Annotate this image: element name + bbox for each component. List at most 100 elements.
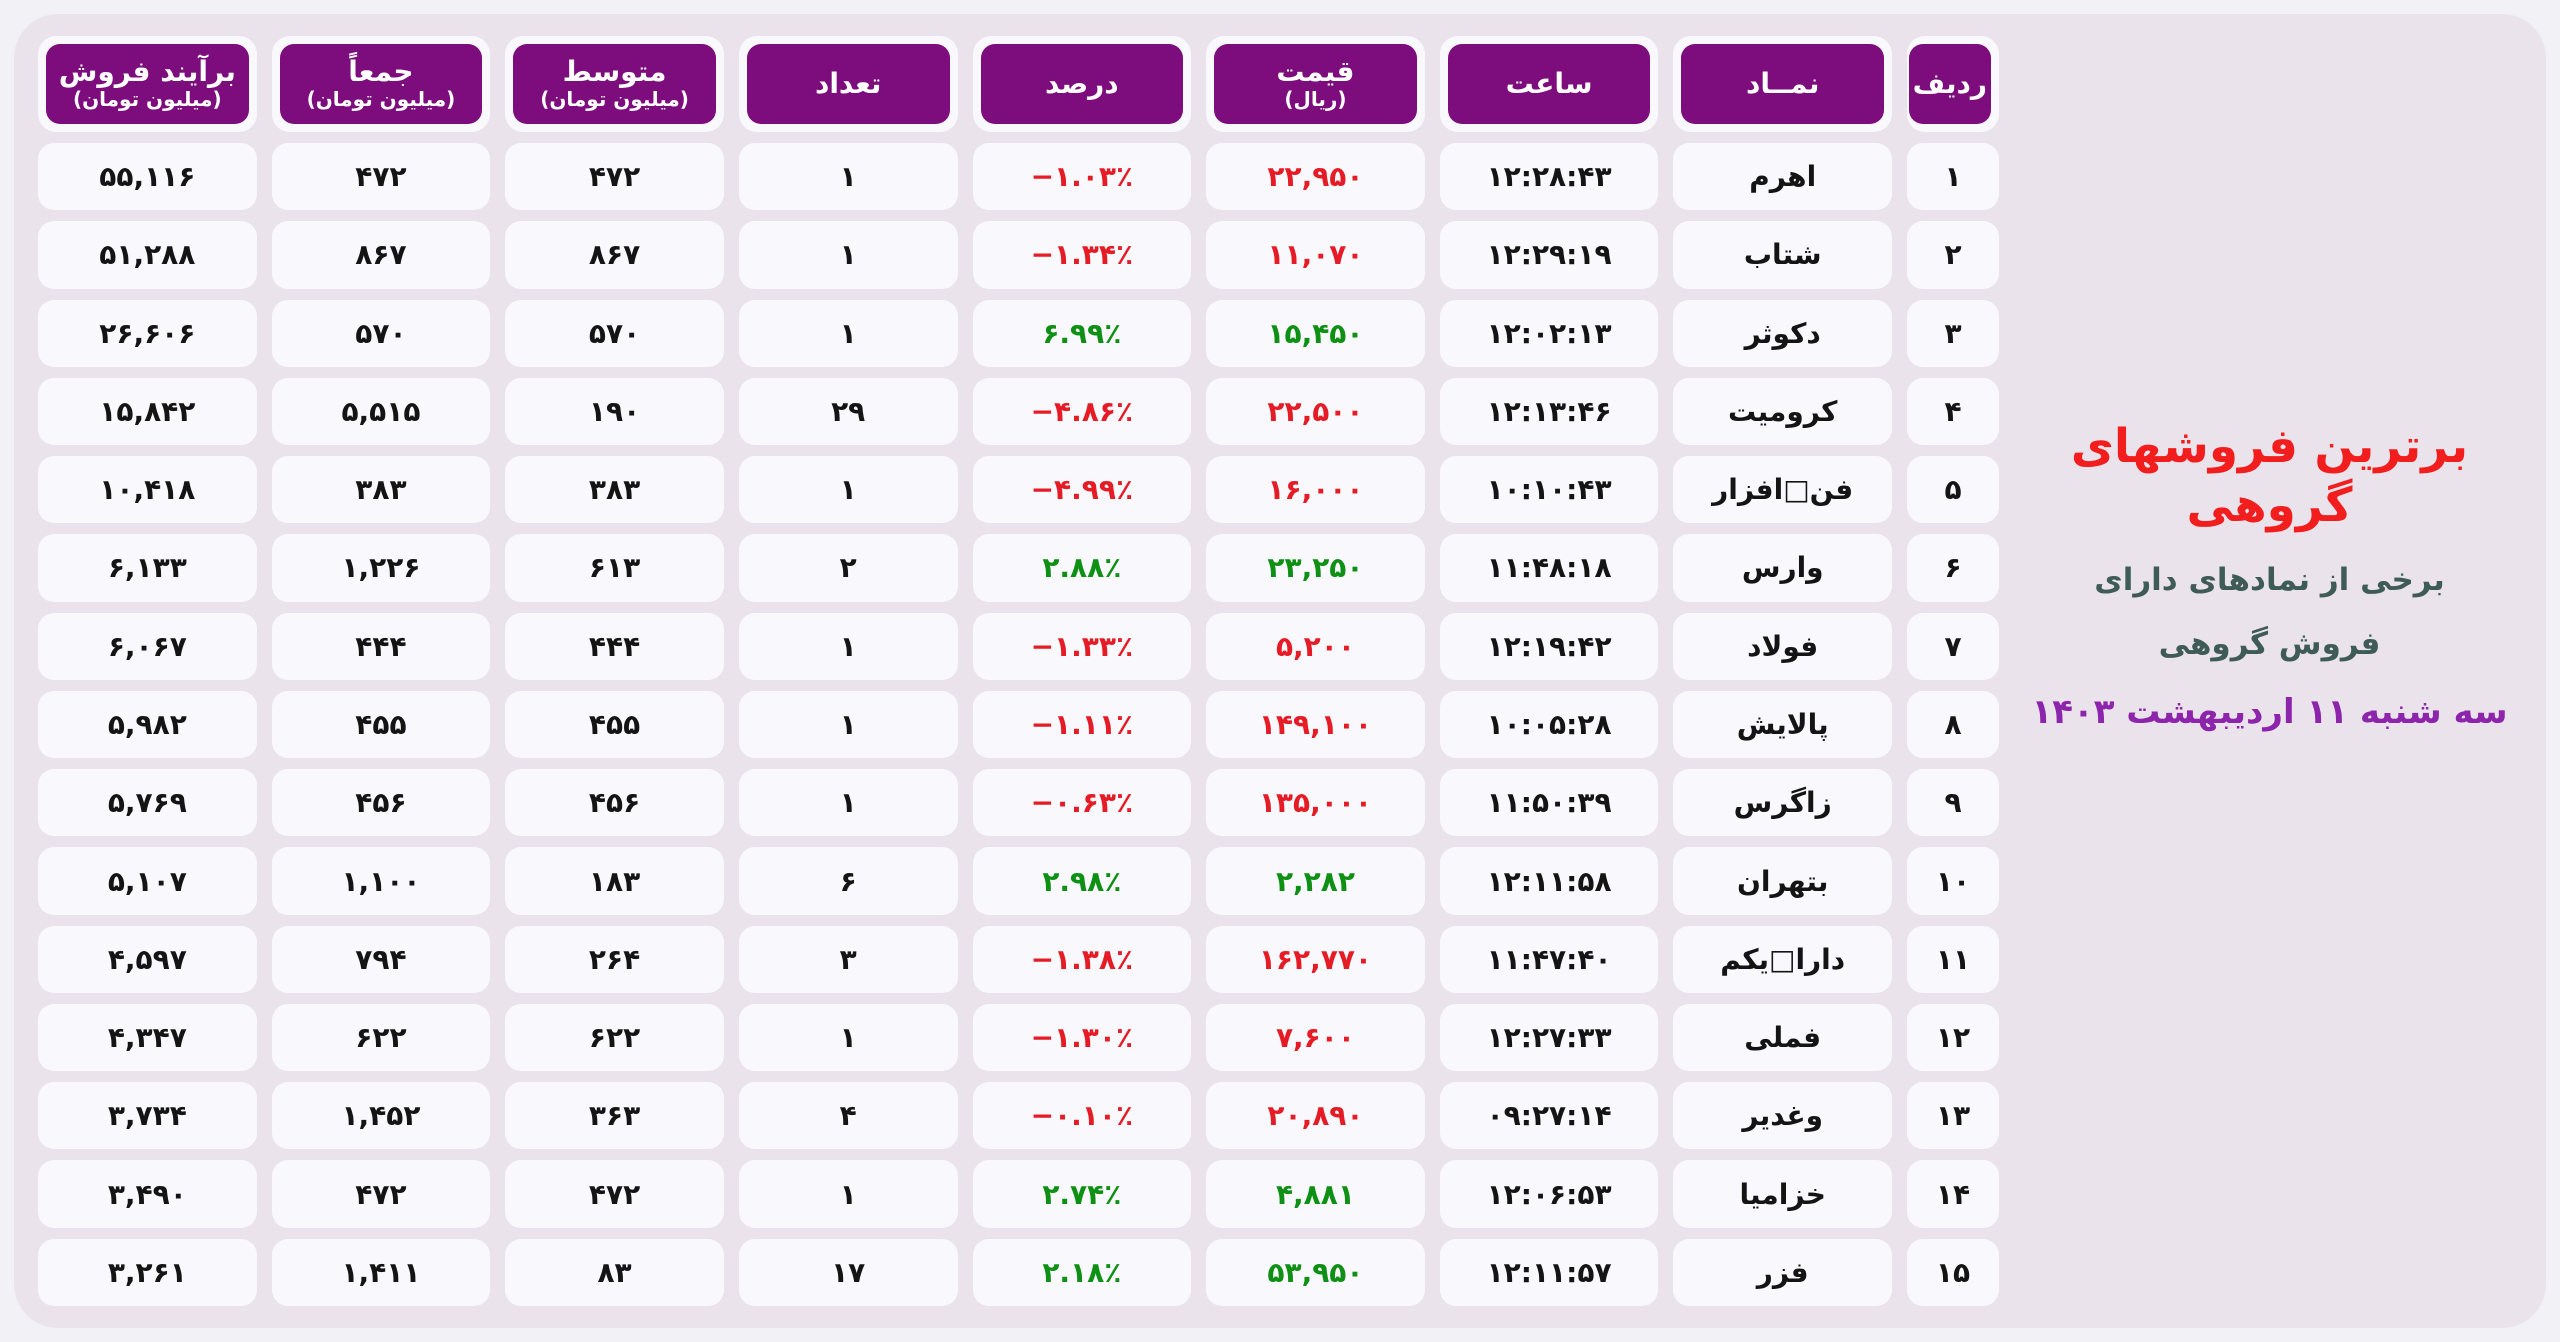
avg-cell: ۱۸۳ xyxy=(505,847,724,915)
price-value: ۵۳,۹۵۰ xyxy=(1267,1255,1364,1289)
rank-cell: ۶ xyxy=(1907,534,1999,602)
rank-cell: ۱۰ xyxy=(1907,847,1999,915)
count-value: ۱ xyxy=(839,1021,857,1055)
price-value: ۲۰,۸۹۰ xyxy=(1267,1099,1364,1133)
rank-value: ۲ xyxy=(1944,238,1962,272)
title-block: برترین فروشهای گروهی برخی از نمادهای دار… xyxy=(2017,36,2522,1306)
total-value: ۴۵۶ xyxy=(355,786,407,820)
percent-value: −۱.۱۱٪ xyxy=(1030,707,1134,741)
net-value: ۱۰,۴۱۸ xyxy=(99,473,196,507)
price-value: ۱۴۹,۱۰۰ xyxy=(1258,707,1373,741)
time-cell: ۱۱:۴۸:۱۸ xyxy=(1439,534,1659,602)
percent-value: ۲.۱۸٪ xyxy=(1042,1255,1122,1289)
header-label: درصد xyxy=(1044,66,1119,100)
percent-cell: ۲.۱۸٪ xyxy=(972,1238,1192,1306)
percent-cell: −۴.۸۶٪ xyxy=(972,377,1192,446)
percent-cell: −۱.۳۳٪ xyxy=(972,612,1192,680)
time-cell: ۱۲:۱۱:۵۷ xyxy=(1439,1238,1659,1306)
header-label: نمــاد xyxy=(1746,66,1820,100)
total-cell: ۱,۴۱۱ xyxy=(271,1238,491,1306)
time-cell: ۰۹:۲۷:۱۴ xyxy=(1439,1082,1659,1150)
count-cell: ۱ xyxy=(738,612,958,680)
net-value: ۲۶,۶۰۶ xyxy=(99,316,196,350)
percent-value: ۲.۷۴٪ xyxy=(1042,1177,1122,1211)
avg-cell: ۶۱۳ xyxy=(505,534,724,602)
net-cell: ۵۱,۲۸۸ xyxy=(38,221,257,289)
time-value: ۱۰:۰۵:۲۸ xyxy=(1486,707,1612,741)
price-value: ۲۲,۵۰۰ xyxy=(1267,394,1364,428)
percent-cell: −۱.۱۱٪ xyxy=(972,690,1192,759)
avg-cell: ۴۷۲ xyxy=(505,143,724,211)
avg-value: ۲۶۴ xyxy=(588,942,641,976)
subtitle-line-1: برخی از نمادهای دارای xyxy=(2094,561,2445,598)
price-cell: ۱۱,۰۷۰ xyxy=(1206,221,1425,289)
symbol-value: اهرم xyxy=(1749,160,1817,194)
symbol-value: دکوثر xyxy=(1744,316,1821,350)
symbol-cell: خزامیا xyxy=(1673,1160,1892,1228)
time-value: ۱۰:۱۰:۴۳ xyxy=(1486,473,1612,507)
header-cell-rank: ردیف xyxy=(1907,36,1999,132)
avg-cell: ۳۸۳ xyxy=(505,456,724,524)
price-cell: ۲۲,۵۰۰ xyxy=(1206,377,1425,446)
header-box-price: قیمت (ریال) xyxy=(1214,44,1417,124)
net-value: ۵,۷۶۹ xyxy=(107,786,187,820)
avg-value: ۱۸۳ xyxy=(588,864,641,898)
header-box-time: ساعت xyxy=(1447,44,1651,124)
symbol-value: فن□افزار xyxy=(1712,473,1854,507)
total-cell: ۴۷۲ xyxy=(271,1160,491,1228)
symbol-cell: بتهران xyxy=(1673,847,1892,915)
time-cell: ۱۲:۱۳:۴۶ xyxy=(1439,377,1659,446)
symbol-value: فزر xyxy=(1756,1255,1809,1289)
rank-value: ۷ xyxy=(1944,629,1962,663)
total-cell: ۵,۵۱۵ xyxy=(271,377,491,446)
net-value: ۶,۰۶۷ xyxy=(107,629,187,663)
avg-value: ۸۳ xyxy=(597,1255,632,1289)
symbol-cell: شتاب xyxy=(1673,221,1892,289)
total-value: ۴۵۵ xyxy=(355,707,407,741)
total-cell: ۱,۱۰۰ xyxy=(271,847,491,915)
time-value: ۱۲:۰۶:۵۳ xyxy=(1486,1177,1612,1211)
net-value: ۳,۷۳۴ xyxy=(107,1099,187,1133)
avg-cell: ۸۳ xyxy=(505,1238,724,1306)
rank-cell: ۳ xyxy=(1907,299,1999,367)
header-label: ردیف xyxy=(1912,66,1987,100)
time-value: ۱۱:۴۷:۴۰ xyxy=(1486,942,1612,976)
time-cell: ۱۲:۲۷:۳۳ xyxy=(1439,1003,1659,1072)
total-cell: ۴۵۶ xyxy=(271,769,491,837)
symbol-value: پالایش xyxy=(1736,707,1829,741)
time-value: ۱۱:۴۸:۱۸ xyxy=(1486,551,1612,585)
price-cell: ۲۰,۸۹۰ xyxy=(1206,1082,1425,1150)
price-cell: ۱۶۲,۷۷۰ xyxy=(1206,925,1425,993)
total-value: ۶۲۲ xyxy=(355,1021,407,1055)
rank-value: ۱۰ xyxy=(1935,864,1971,898)
time-value: ۱۲:۱۹:۴۲ xyxy=(1486,629,1612,663)
symbol-value: فولاد xyxy=(1747,629,1819,663)
rank-value: ۱۱ xyxy=(1935,942,1971,976)
avg-value: ۴۴۴ xyxy=(588,629,641,663)
net-cell: ۴,۵۹۷ xyxy=(38,925,257,993)
symbol-value: وغدیر xyxy=(1742,1099,1824,1133)
header-label: جمعاً xyxy=(348,55,414,89)
header-cell-count: تعداد xyxy=(738,36,958,132)
count-cell: ۲ xyxy=(738,534,958,602)
rank-cell: ۱۳ xyxy=(1907,1082,1999,1150)
percent-value: −۱.۳۸٪ xyxy=(1030,942,1134,976)
count-cell: ۱ xyxy=(738,456,958,524)
percent-value: −۱.۰۳٪ xyxy=(1030,160,1134,194)
top-group-sells-table: ردیف نمــاد ساعت قیمت (ریال) درصد تعداد متوسط (م… xyxy=(38,36,1999,1306)
count-cell: ۱ xyxy=(738,769,958,837)
time-value: ۱۲:۱۳:۴۶ xyxy=(1486,394,1612,428)
avg-value: ۸۶۷ xyxy=(588,238,641,272)
total-value: ۵۷۰ xyxy=(355,316,407,350)
header-box-total: جمعاً (میلیون تومان) xyxy=(279,44,483,124)
avg-cell: ۶۲۲ xyxy=(505,1003,724,1072)
avg-cell: ۴۵۵ xyxy=(505,690,724,759)
rank-cell: ۱ xyxy=(1907,143,1999,211)
price-cell: ۲۲,۹۵۰ xyxy=(1206,143,1425,211)
symbol-value: کرومیت xyxy=(1727,394,1838,428)
total-cell: ۴۵۵ xyxy=(271,690,491,759)
rank-cell: ۱۱ xyxy=(1907,925,1999,993)
symbol-value: وارس xyxy=(1741,551,1824,585)
net-cell: ۱۵,۸۴۲ xyxy=(38,377,257,446)
header-label: قیمت xyxy=(1276,55,1355,89)
